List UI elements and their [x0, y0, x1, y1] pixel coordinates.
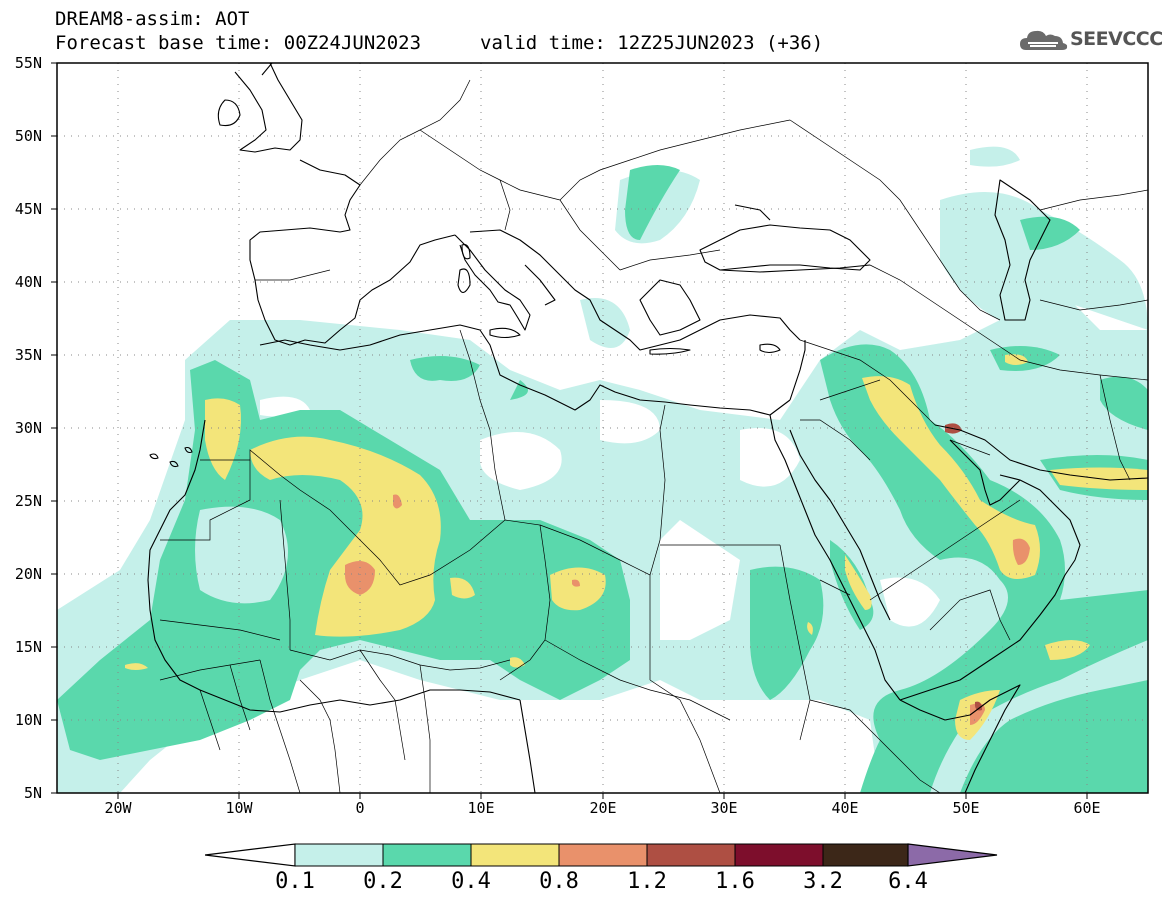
- lon-label: 30E: [710, 799, 738, 817]
- colorbar-swatch: [734, 843, 824, 867]
- colorbar-label: 0.8: [539, 869, 579, 894]
- aot-level-0.4: [125, 354, 1148, 740]
- lat-label: 40N: [14, 273, 42, 291]
- colorbar-label: 6.4: [888, 869, 928, 894]
- colorbar-label: 0.4: [451, 869, 491, 894]
- valid-time: valid time: 12Z25JUN2023 (+36): [480, 32, 824, 54]
- axis-ticks: [51, 62, 1088, 799]
- lat-label: 45N: [14, 200, 42, 218]
- colorbar-label: 3.2: [803, 869, 843, 894]
- lon-label: 10E: [467, 799, 495, 817]
- color-bar: [205, 843, 998, 867]
- lat-label: 55N: [14, 54, 42, 72]
- lon-label: 50E: [952, 799, 980, 817]
- lat-label: 15N: [14, 638, 42, 656]
- map-title: DREAM8-assim: AOT: [55, 8, 250, 30]
- lon-label: 10W: [225, 799, 253, 817]
- lat-label: 20N: [14, 565, 42, 583]
- colorbar-swatch: [470, 843, 560, 867]
- colorbar-swatch: [294, 843, 384, 867]
- coastlines: [147, 63, 1148, 793]
- colorbar-label: 0.2: [363, 869, 403, 894]
- lat-label: 35N: [14, 346, 42, 364]
- colorbar-label: 1.6: [715, 869, 755, 894]
- colorbar-high-arrow: [907, 843, 998, 867]
- colorbar-swatch: [646, 843, 736, 867]
- aot-level-0.8: [345, 494, 1030, 725]
- borders: [159, 79, 1148, 793]
- lat-label: 5N: [23, 784, 42, 802]
- lon-label: 60E: [1073, 799, 1101, 817]
- colorbar-swatch: [558, 843, 648, 867]
- lat-label: 30N: [14, 419, 42, 437]
- colorbar-swatch: [822, 843, 909, 867]
- seevccc-logo: SEEVCCC: [1018, 26, 1163, 54]
- colorbar-low-arrow: [205, 843, 296, 867]
- lon-label: 40E: [831, 799, 859, 817]
- cloud-icon: [1020, 30, 1068, 50]
- colorbar-label: 1.2: [627, 869, 667, 894]
- lat-label: 10N: [14, 711, 42, 729]
- graticule: [57, 63, 1148, 793]
- lat-label: 25N: [14, 492, 42, 510]
- forecast-base-time: Forecast base time: 00Z24JUN2023: [55, 32, 422, 54]
- lat-label: 50N: [14, 127, 42, 145]
- lon-label: 20W: [104, 799, 132, 817]
- logo-text: SEEVCCC: [1070, 28, 1163, 50]
- lon-label: 0: [355, 799, 365, 817]
- colorbar-swatch: [382, 843, 472, 867]
- lon-label: 20E: [589, 799, 617, 817]
- colorbar-label: 0.1: [275, 869, 315, 894]
